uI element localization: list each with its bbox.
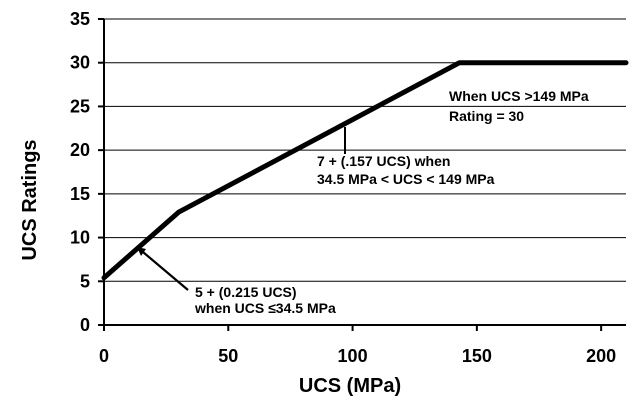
annotation-2-line-0: 5 + (0.215 UCS) <box>195 284 297 300</box>
axis-layer <box>103 19 626 326</box>
annotation-group-1: 7 + (.157 UCS) when 34.5 MPa < UCS < 149 … <box>317 153 495 187</box>
y-tick-label-5: 5 <box>80 271 90 291</box>
y-tick-label-25: 25 <box>70 96 90 116</box>
annotation-group-0: When UCS >149 MPa Rating = 30 <box>449 88 589 124</box>
ucs-rating-line <box>101 60 629 281</box>
annotation-arrow-shaft <box>136 246 189 291</box>
x-tick-label-200: 200 <box>586 346 616 366</box>
y-tick-label-30: 30 <box>70 53 90 73</box>
x-tick-label-150: 150 <box>462 346 492 366</box>
y-tick-label-35: 35 <box>70 9 90 29</box>
series-layer <box>101 60 629 281</box>
annotation-1-line-0: 7 + (.157 UCS) when <box>317 153 450 169</box>
annotation-group-2: 5 + (0.215 UCS)when UCS ≤34.5 MPa <box>194 284 336 316</box>
annotation-0-line-0: When UCS >149 MPa <box>449 88 589 104</box>
grid-layer <box>104 18 626 282</box>
y-tick-label-10: 10 <box>70 228 90 248</box>
x-tick-label-0: 0 <box>99 346 109 366</box>
annotation-0-line-1: Rating = 30 <box>449 108 524 124</box>
tick-layer: 0 5 10 15 20 25 30 35 0 50 100 150 200 <box>70 9 616 366</box>
x-axis-title: UCS (MPa) <box>299 375 401 397</box>
y-tick-label-0: 0 <box>80 315 90 335</box>
x-tick-label-100: 100 <box>338 346 368 366</box>
y-tick-label-15: 15 <box>70 184 90 204</box>
annotation-2-line-1: when UCS ≤34.5 MPa <box>194 300 336 316</box>
y-tick-label-20: 20 <box>70 140 90 160</box>
annotation-1-line-1: 34.5 MPa < UCS < 149 MPa <box>317 171 495 187</box>
annotation-arrowhead <box>137 247 146 256</box>
y-axis-title: UCS Ratings <box>19 139 41 260</box>
x-tick-label-50: 50 <box>218 346 238 366</box>
annotation-layer: When UCS >149 MPa Rating = 30 7 + (.157 UC… <box>136 88 589 316</box>
